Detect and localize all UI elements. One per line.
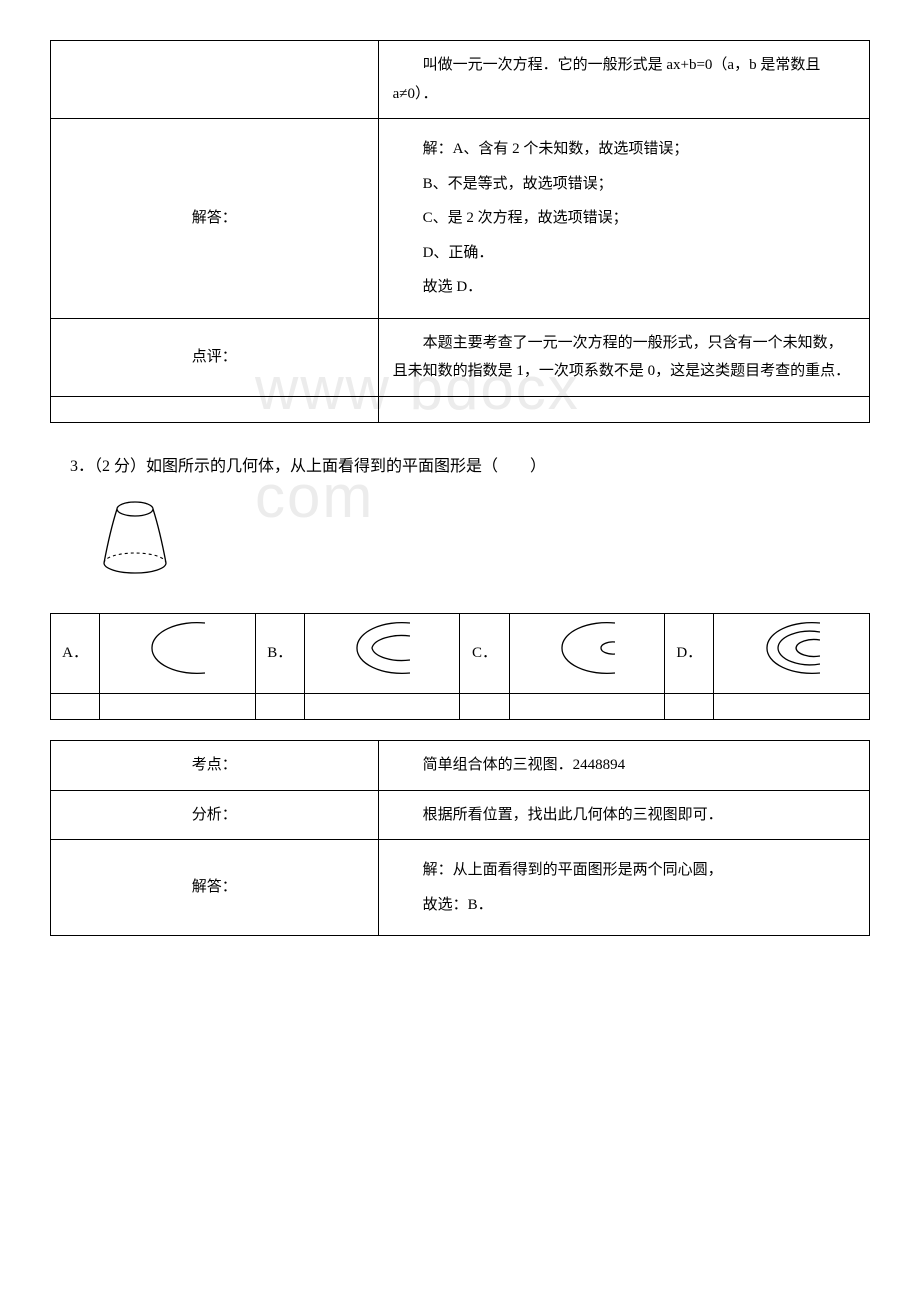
t2-row0-label: 考点：	[51, 741, 379, 791]
t1-row2-label: 点评：	[51, 318, 379, 396]
opt-empty-8	[714, 694, 870, 720]
t1-answer-line-c: C、是 2 次方程，故选项错误；	[393, 204, 855, 233]
solution-table-1: 叫做一元一次方程．它的一般形式是 ax+b=0（a，b 是常数且 a≠0）． 解…	[50, 40, 870, 423]
t1-row1-label: 解答：	[51, 119, 379, 319]
option-b-figure	[304, 614, 460, 694]
t1-row1-content: 解：A、含有 2 个未知数，故选项错误； B、不是等式，故选项错误； C、是 2…	[378, 119, 869, 319]
t2-row1-label: 分析：	[51, 790, 379, 840]
geometry-solid-figure	[90, 491, 870, 597]
option-d-label: D．	[665, 614, 714, 694]
t1-answer-line-final: 故选 D．	[393, 273, 855, 302]
t2-answer-line-2: 故选：B．	[393, 891, 855, 920]
t1-row0-content: 叫做一元一次方程．它的一般形式是 ax+b=0（a，b 是常数且 a≠0）．	[378, 41, 869, 119]
solution-table-2: 考点： 简单组合体的三视图．2448894 分析： 根据所看位置，找出此几何体的…	[50, 740, 870, 936]
t2-row1-content: 根据所看位置，找出此几何体的三视图即可．	[378, 790, 869, 840]
t1-empty-right	[378, 396, 869, 422]
t2-row0-content: 简单组合体的三视图．2448894	[378, 741, 869, 791]
opt-empty-6	[509, 694, 665, 720]
t1-answer-line-d: D、正确．	[393, 239, 855, 268]
t1-row0-label	[51, 41, 379, 119]
t1-empty-left	[51, 396, 379, 422]
option-c-label: C．	[460, 614, 509, 694]
t1-row2-content: 本题主要考查了一元一次方程的一般形式，只含有一个未知数，且未知数的指数是 1，一…	[378, 318, 869, 396]
t1-answer-line-a: 解：A、含有 2 个未知数，故选项错误；	[393, 135, 855, 164]
opt-empty-2	[100, 694, 256, 720]
t2-row2-content: 解：从上面看得到的平面图形是两个同心圆， 故选：B．	[378, 840, 869, 936]
option-b-label: B．	[255, 614, 304, 694]
t1-answer-line-b: B、不是等式，故选项错误；	[393, 170, 855, 199]
opt-empty-1	[51, 694, 100, 720]
opt-empty-4	[304, 694, 460, 720]
opt-empty-5	[460, 694, 509, 720]
option-c-figure	[509, 614, 665, 694]
option-a-figure	[100, 614, 256, 694]
options-table: A． B． C． D．	[50, 613, 870, 720]
opt-empty-3	[255, 694, 304, 720]
t2-answer-line-1: 解：从上面看得到的平面图形是两个同心圆，	[393, 856, 855, 885]
t2-row2-label: 解答：	[51, 840, 379, 936]
opt-empty-7	[665, 694, 714, 720]
option-a-label: A．	[51, 614, 100, 694]
option-d-figure	[714, 614, 870, 694]
question-3-text: 3．（2 分）如图所示的几何体，从上面看得到的平面图形是（ ）	[50, 453, 870, 482]
